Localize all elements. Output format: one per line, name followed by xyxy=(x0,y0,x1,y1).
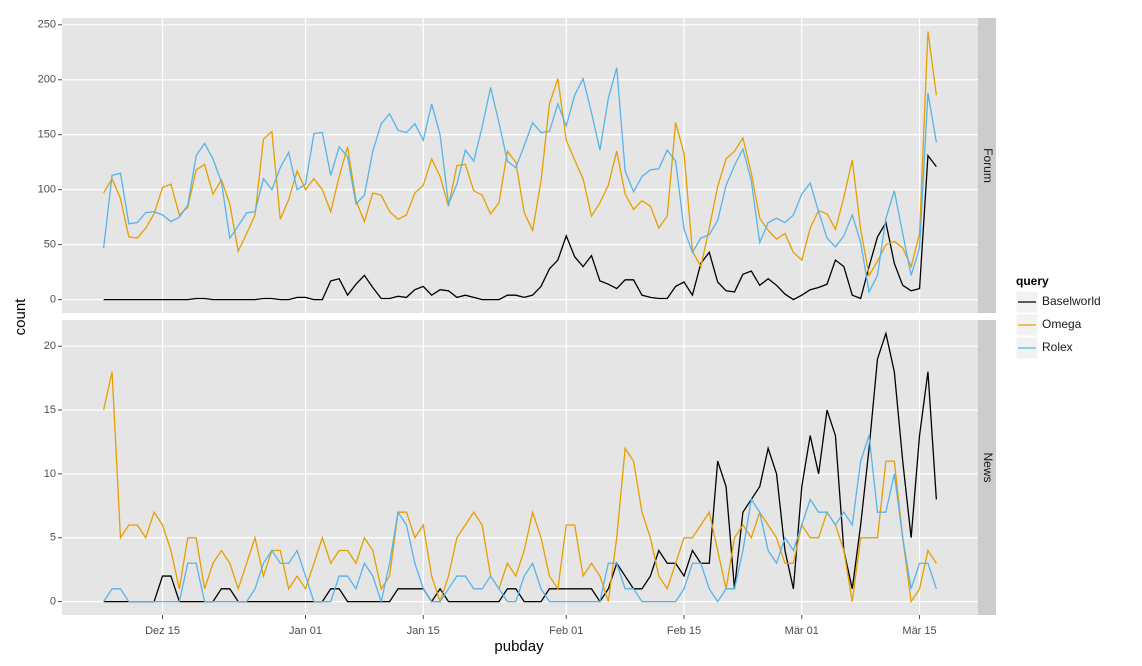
facet-label: Forum xyxy=(981,148,995,183)
panel-background xyxy=(62,320,978,615)
x-tick-label: Mär 01 xyxy=(785,625,819,637)
y-tick-label: 15 xyxy=(44,404,56,416)
x-tick-label: Jan 15 xyxy=(407,625,440,637)
y-tick-label: 100 xyxy=(38,184,56,196)
facet-strip xyxy=(978,320,996,615)
data-line xyxy=(102,67,938,294)
legend-label: Rolex xyxy=(1042,340,1073,354)
facet-strip xyxy=(978,18,996,313)
y-tick-label: 20 xyxy=(44,340,56,352)
x-tick-label: Mär 15 xyxy=(902,625,936,637)
y-axis-label: count xyxy=(12,298,29,336)
x-tick-label: Jan 01 xyxy=(289,625,322,637)
y-tick-label: 250 xyxy=(38,19,56,31)
x-axis-label: pubday xyxy=(494,638,544,655)
data-line xyxy=(103,435,937,605)
legend-title: query xyxy=(1016,274,1049,288)
y-tick-label: 0 xyxy=(50,293,56,305)
legend-label: Omega xyxy=(1042,317,1082,331)
x-tick-label: Dez 15 xyxy=(145,625,180,637)
y-tick-label: 50 xyxy=(44,239,56,251)
y-tick-label: 0 xyxy=(50,595,56,607)
x-tick-label: Feb 15 xyxy=(667,625,701,637)
legend-label: Baselworld xyxy=(1042,294,1101,308)
y-tick-label: 10 xyxy=(44,468,56,480)
facet-label: News xyxy=(981,452,995,482)
data-line xyxy=(103,153,937,301)
y-tick-label: 150 xyxy=(38,129,56,141)
y-tick-label: 200 xyxy=(38,74,56,86)
panel-background xyxy=(62,18,978,313)
x-tick-label: Feb 01 xyxy=(549,625,583,637)
y-tick-label: 5 xyxy=(50,532,56,544)
data-line xyxy=(103,31,938,278)
data-line xyxy=(103,371,937,604)
